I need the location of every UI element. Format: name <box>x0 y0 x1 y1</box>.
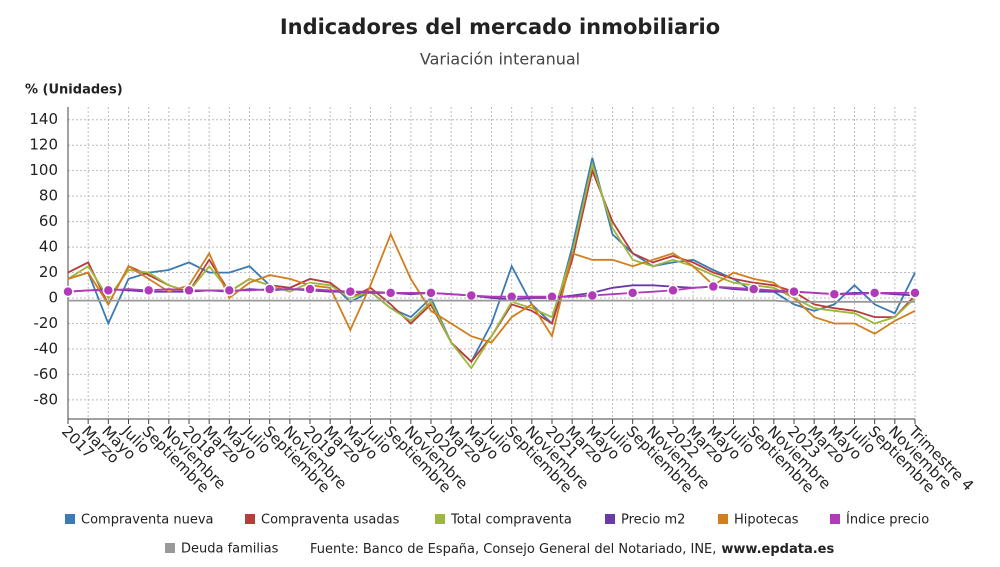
data-point <box>344 285 357 298</box>
legend-label: Compraventa nueva <box>81 513 214 528</box>
data-point <box>62 285 74 298</box>
data-point <box>667 284 679 297</box>
legend-swatch <box>718 514 728 524</box>
y-axis-label: % (Unidades) <box>25 83 123 98</box>
legend-swatch <box>165 543 175 553</box>
data-point <box>102 284 115 297</box>
y-tick-label: 0 <box>48 289 58 307</box>
y-tick-label: -20 <box>34 314 59 332</box>
data-point <box>304 283 316 295</box>
source-link: www.epdata.es <box>721 542 834 557</box>
data-point <box>384 287 397 299</box>
source: Fuente: Banco de España, Consejo General… <box>310 542 834 557</box>
y-tick-label: 80 <box>39 187 58 205</box>
legend-label: Hipotecas <box>734 513 799 528</box>
data-point <box>142 284 155 297</box>
legend-swatch <box>65 514 75 524</box>
y-tick-label: 140 <box>29 110 58 128</box>
legend-swatch <box>605 514 615 524</box>
legend-label: Total compraventa <box>450 513 572 528</box>
legend-swatch <box>830 514 840 524</box>
data-point <box>626 287 639 299</box>
legend-label: Precio m2 <box>621 513 685 528</box>
data-point <box>909 287 921 299</box>
data-point <box>263 283 276 295</box>
legend-swatch <box>435 514 445 524</box>
y-tick-label: 120 <box>29 136 58 154</box>
y-tick-label: 100 <box>29 161 58 179</box>
legend-label: Índice precio <box>846 512 929 528</box>
source-text: Fuente: Banco de España, Consejo General… <box>310 542 716 557</box>
y-tick-label: -60 <box>34 365 59 383</box>
legend-label: Compraventa usadas <box>261 513 400 528</box>
series-line <box>67 285 915 298</box>
data-point <box>465 289 478 302</box>
data-point <box>183 284 195 297</box>
data-point <box>586 289 599 302</box>
series-line <box>67 231 916 344</box>
y-tick-label: -40 <box>34 339 59 357</box>
data-point <box>223 284 236 297</box>
data-point <box>788 285 800 298</box>
data-point <box>425 287 437 299</box>
legend-label: Deuda familias <box>181 542 279 557</box>
legend-swatch <box>245 514 255 524</box>
data-point <box>546 290 558 303</box>
chart-subtitle: Variación interanual <box>420 50 580 69</box>
data-point <box>747 283 760 295</box>
data-point <box>707 280 720 293</box>
y-tick-label: -80 <box>34 390 59 408</box>
y-tick-label: 40 <box>39 238 58 256</box>
y-tick-label: 60 <box>39 212 58 230</box>
y-tick-label: 20 <box>39 263 58 281</box>
data-point <box>828 288 841 300</box>
data-point <box>868 287 881 299</box>
chart-title: Indicadores del mercado inmobiliario <box>280 15 720 39</box>
series-line <box>67 160 916 370</box>
data-point <box>505 290 518 303</box>
series-line <box>68 299 915 303</box>
